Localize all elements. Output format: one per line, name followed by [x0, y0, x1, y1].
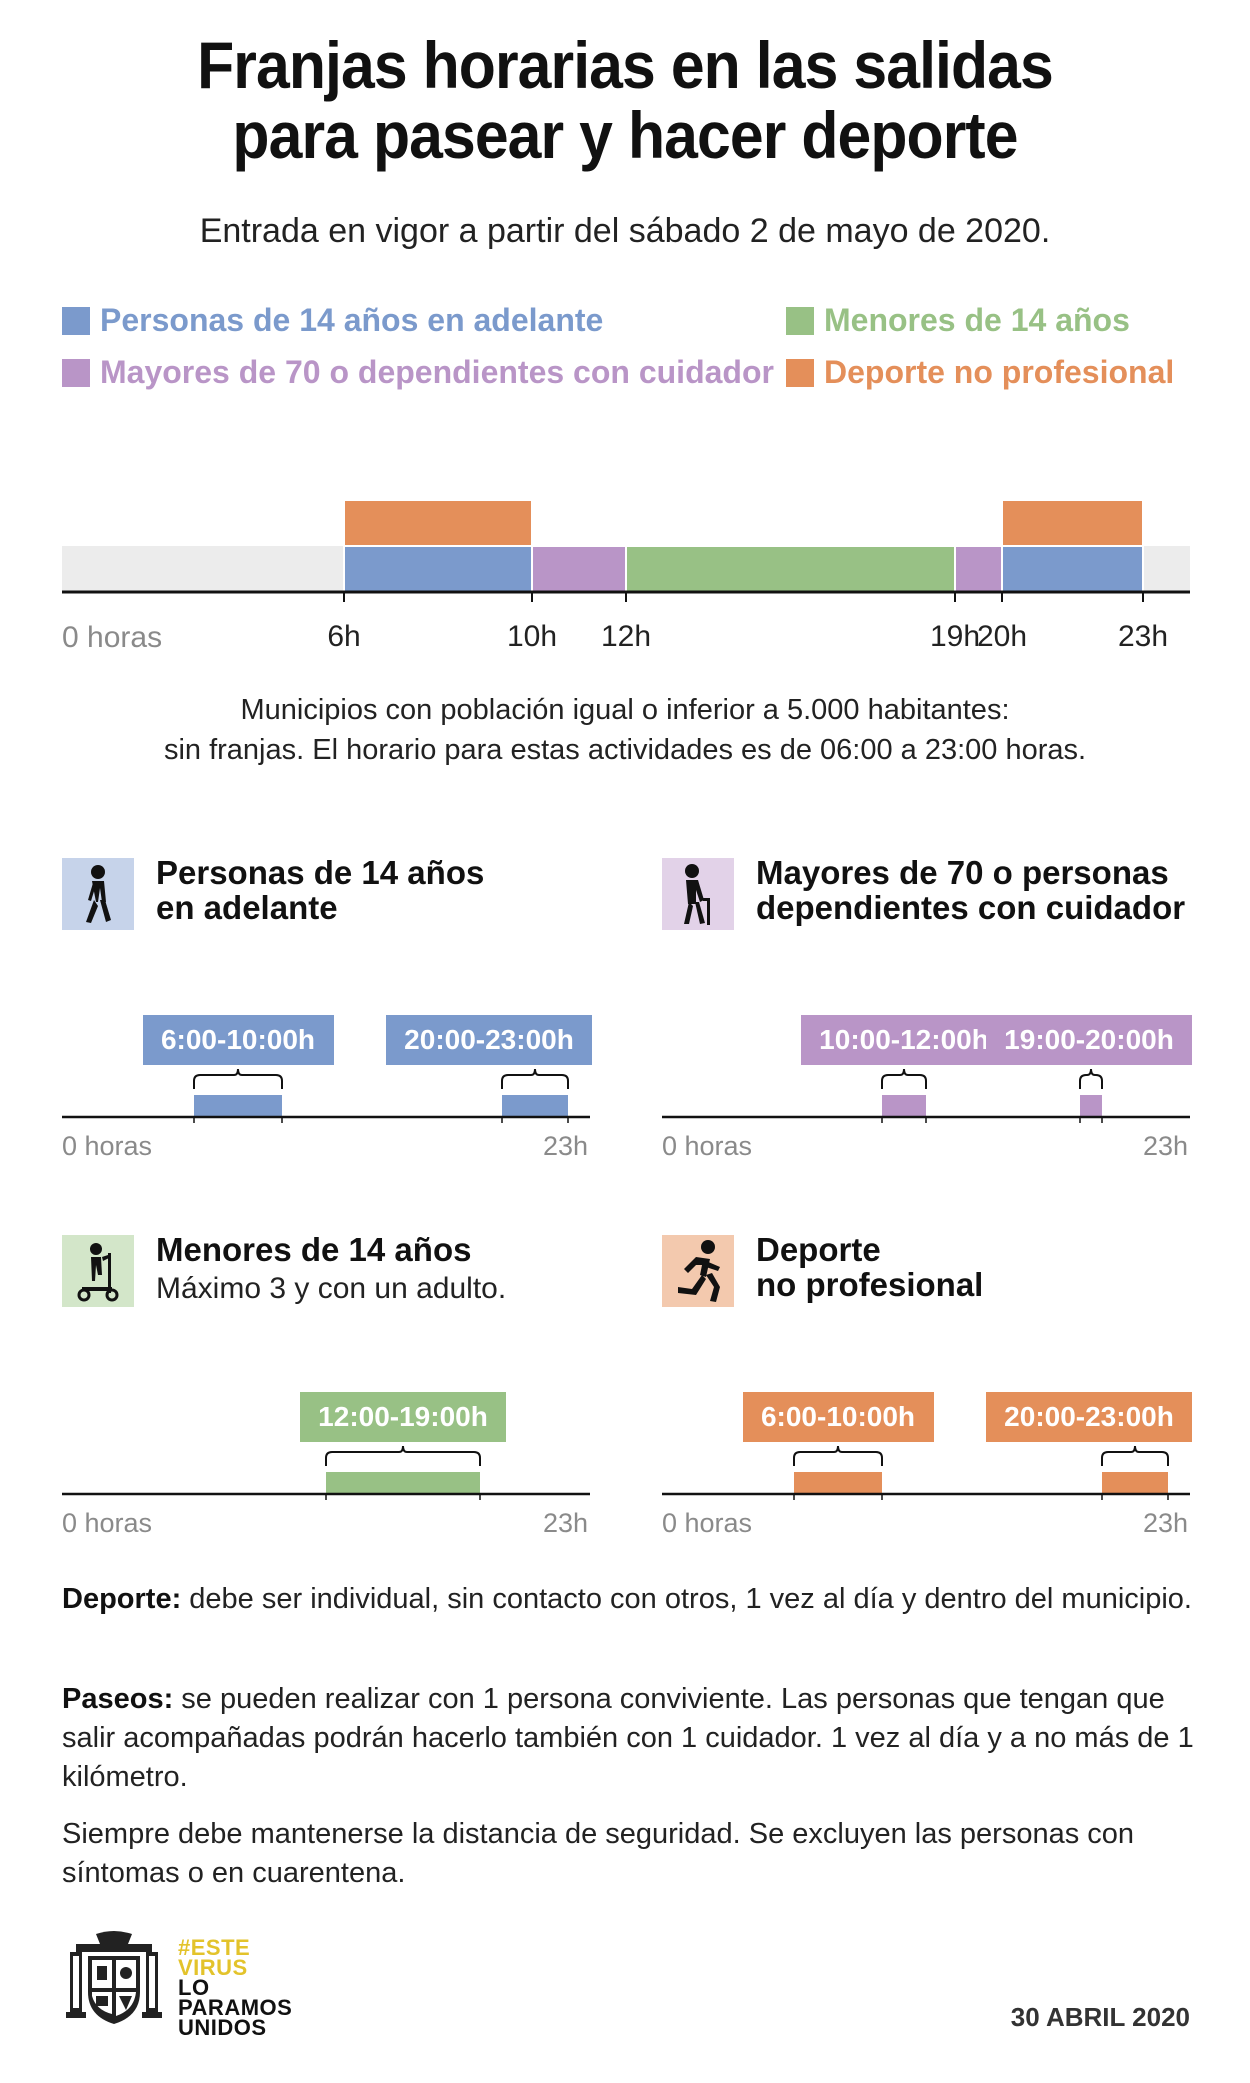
panel-range-bracket — [881, 1068, 927, 1089]
panel-range-badge: 6:00-10:00h — [742, 1392, 934, 1442]
schedule-panel-1: Personas de 14 años en adelante 6:00-10:00… — [62, 855, 592, 1175]
paseos-text: se pueden realizar con 1 persona convivi… — [62, 1683, 1194, 1793]
panel-range-bar-0 — [882, 1095, 926, 1117]
legend-label: Menores de 14 años — [824, 302, 1130, 338]
panel-range-bar-1 — [1080, 1095, 1102, 1117]
schedule-panel-3: Menores de 14 años Máximo 3 y con un adul… — [62, 1232, 592, 1552]
panel-range-badge: 20:00-23:00h — [986, 1392, 1192, 1442]
main-tick-label: 23h — [1117, 620, 1169, 653]
main-axis-start-label: 0 horas — [62, 621, 163, 654]
legend-item-sport: Deporte no profesional — [786, 354, 1174, 391]
panel-range-bracket — [501, 1068, 569, 1089]
panel-title-line-1: Menores de 14 años — [156, 1231, 472, 1268]
logo-line: VIRUS — [178, 1955, 248, 1980]
legend-item-elderly: Mayores de 70 o dependientes con cuidado… — [62, 354, 774, 391]
legend-swatch — [62, 306, 90, 335]
legend-label: Personas de 14 años en adelante — [100, 302, 604, 338]
panel-axis-start-label: 0 horas — [62, 1508, 153, 1538]
legend-swatch — [786, 306, 814, 335]
main-timeline-bar-6 — [1001, 499, 1144, 547]
panel-axis-end-label: 23h — [1142, 1508, 1188, 1538]
logo-line: UNIDOS — [178, 2015, 267, 2040]
main-timeline-bar-3 — [954, 545, 1003, 593]
runner-icon — [662, 1235, 734, 1307]
legend-swatch — [62, 358, 90, 387]
elderly-cane-icon — [662, 858, 734, 930]
panel-range-badge: 10:00-12:00h — [801, 1015, 1007, 1065]
main-tick-label: 19h — [929, 620, 981, 653]
paseos-paragraph: Paseos: se pueden realizar con 1 persona… — [62, 1680, 1202, 1797]
main-tick-label: 10h — [506, 620, 558, 653]
title-line-2: para pasear y hacer deporte — [232, 98, 1018, 172]
deporte-text: debe ser individual, sin contacto con ot… — [181, 1583, 1192, 1615]
main-tick-label: 20h — [976, 620, 1028, 653]
panel-range-bar-0 — [794, 1472, 882, 1494]
main-timeline-chart — [62, 499, 1190, 602]
panel-axis-start-label: 0 horas — [62, 1131, 153, 1161]
publication-date: 30 ABRIL 2020 — [1010, 2002, 1190, 2032]
panel-title-line-2: en adelante — [156, 889, 338, 926]
panel-title-line-2: no profesional — [756, 1266, 984, 1303]
panel-range-bar-1 — [1102, 1472, 1168, 1494]
child-scooter-icon — [62, 1235, 134, 1307]
panel-timeline — [62, 1445, 590, 1500]
panel-title-line-1: Mayores de 70 o personas — [756, 854, 1169, 891]
panel-timeline — [662, 1445, 1190, 1500]
panel-timeline — [662, 1068, 1190, 1123]
panel-timeline — [62, 1068, 590, 1123]
logo-line: LO — [178, 1975, 210, 2000]
panel-axis-end-label: 23h — [542, 1508, 588, 1538]
panel-subtitle: Máximo 3 y con un adulto. — [156, 1272, 507, 1305]
small-municipalities-note: Municipios con población igual o inferio… — [0, 690, 1250, 770]
main-timeline-bar-4 — [1001, 545, 1144, 593]
panel-range-bar-1 — [502, 1095, 568, 1117]
este-virus-lo-paramos-unidos-logo: #ESTE VIRUS LO PARAMOS UNIDOS — [178, 1935, 293, 2040]
schedule-panel-4: Deporte no profesional 6:00-10:00h 20:00-23… — [662, 1232, 1192, 1552]
panel-range-bracket — [1101, 1445, 1169, 1466]
coat-of-arms-icon — [66, 1931, 162, 2024]
logo-line: PARAMOS — [178, 1995, 293, 2020]
walking-person-icon — [62, 858, 134, 930]
panel-axis-end-label: 23h — [542, 1131, 588, 1161]
panel-range-bracket — [793, 1445, 883, 1466]
panel-title-line-2: dependientes con cuidador — [756, 889, 1186, 926]
panel-range-badge: 6:00-10:00h — [142, 1015, 334, 1065]
main-timeline-bar-1 — [531, 545, 627, 593]
panel-axis-start-label: 0 horas — [662, 1508, 753, 1538]
schedule-panel-2: Mayores de 70 o personas dependientes con… — [662, 855, 1192, 1175]
main-timeline-bar-0 — [343, 545, 533, 593]
panel-range-bracket — [193, 1068, 283, 1089]
panel-title-line-1: Deporte — [756, 1231, 881, 1268]
panel-range-bracket — [325, 1445, 481, 1466]
safety-paragraph: Siempre debe mantenerse la distancia de … — [62, 1818, 1135, 1889]
subtitle: Entrada en vigor a partir del sábado 2 d… — [199, 212, 1051, 250]
panel-range-badge: 19:00-20:00h — [986, 1015, 1192, 1065]
title-line-1: Franjas horarias en las salidas — [197, 28, 1054, 102]
panel-axis-start-label: 0 horas — [662, 1131, 753, 1161]
panel-axis-end-label: 23h — [1142, 1131, 1188, 1161]
main-tick-label: 6h — [327, 620, 361, 653]
deporte-label: Deporte: — [62, 1583, 182, 1615]
panel-range-bar-0 — [194, 1095, 282, 1117]
page-title: Franjas horarias en las salidas para pas… — [50, 30, 1200, 170]
legend-label: Deporte no profesional — [824, 354, 1175, 390]
logo-line: #ESTE — [178, 1935, 251, 1960]
main-timeline-bar-5 — [343, 499, 533, 547]
panel-range-badge: 20:00-23:00h — [386, 1015, 592, 1065]
deporte-paragraph: Deporte: debe ser individual, sin contac… — [62, 1580, 1202, 1619]
panel-range-bar-0 — [326, 1472, 480, 1494]
legend-label: Mayores de 70 o dependientes con cuidado… — [100, 354, 774, 390]
legend-swatch — [786, 358, 814, 387]
note-line-1: Municipios con población igual o inferio… — [240, 694, 1010, 726]
panel-title-line-1: Personas de 14 años — [156, 854, 485, 891]
main-timeline-bar-2 — [625, 545, 956, 593]
paseos-label: Paseos: — [62, 1683, 174, 1715]
panel-range-bracket — [1079, 1068, 1103, 1089]
panel-range-badge: 12:00-19:00h — [300, 1392, 506, 1442]
legend-item-adults: Personas de 14 años en adelante — [62, 302, 603, 339]
note-line-2: sin franjas. El horario para estas activ… — [163, 734, 1087, 766]
main-tick-label: 12h — [600, 620, 652, 653]
legend-item-children: Menores de 14 años — [786, 302, 1130, 339]
